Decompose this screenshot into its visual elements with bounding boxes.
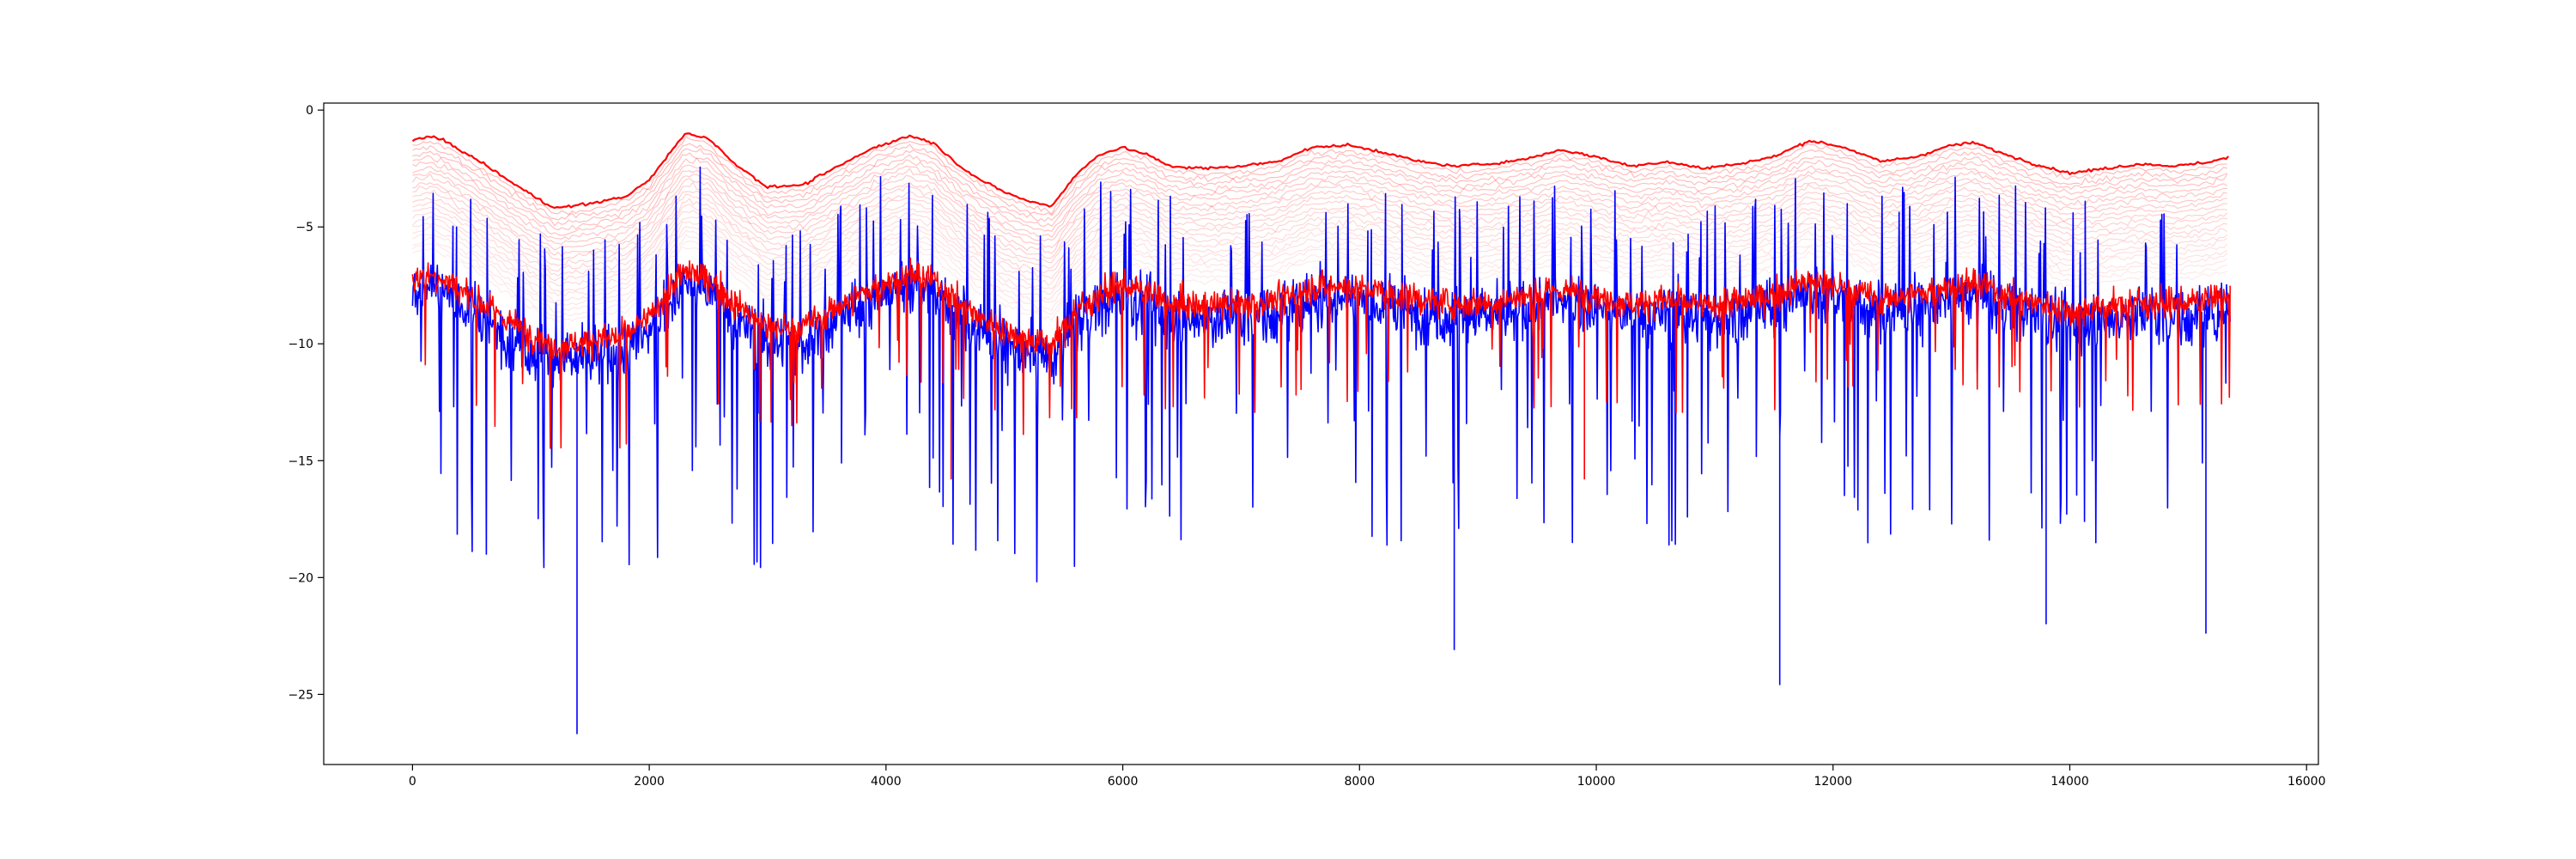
x-tick-label: 0 (409, 775, 416, 789)
y-tick-label: −15 (288, 454, 313, 468)
plot-frame (323, 102, 2319, 765)
y-tick-label: −5 (295, 221, 313, 235)
faded-band-line (412, 136, 2227, 216)
faded-band-line (412, 143, 2227, 221)
faded-band-line (411, 210, 2228, 287)
faded-band-line (412, 148, 2228, 227)
x-tick-label: 12000 (1814, 775, 1852, 789)
x-tick-label: 2000 (634, 775, 665, 789)
faded-band-line (412, 152, 2228, 231)
y-tick-label: −20 (288, 571, 313, 585)
axes: 0 2000 4000 6000 8000 10000 12000 14000 16000 0 −5… (288, 102, 2326, 789)
faded-band-line (412, 177, 2227, 258)
y-tick-label: −25 (288, 688, 313, 702)
faded-band-line (412, 168, 2227, 246)
faded-band-line (412, 221, 2228, 297)
faded-band-line (411, 173, 2227, 251)
faded-band-line (412, 203, 2228, 282)
x-tick-label: 4000 (871, 775, 902, 789)
x-tick-label: 8000 (1344, 775, 1375, 789)
series-blue-line (411, 166, 2231, 734)
x-tick-label: 16000 (2287, 775, 2326, 789)
faded-band-line (412, 164, 2227, 241)
faded-band-line (412, 225, 2228, 304)
faded-red-bands (411, 136, 2228, 323)
x-tick-label: 6000 (1108, 775, 1139, 789)
faded-band-line (412, 156, 2228, 236)
y-tick-label: −10 (288, 338, 313, 351)
series-upper-envelope-line (411, 132, 2230, 210)
y-tick-label: 0 (306, 104, 313, 118)
faded-band-line (411, 215, 2228, 293)
faded-band-line (412, 193, 2227, 272)
series-layer (411, 132, 2231, 734)
x-tick-label: 10000 (1577, 775, 1616, 789)
series-red-line (411, 257, 2231, 480)
faded-band-line (412, 180, 2227, 262)
faded-band-line (412, 189, 2228, 266)
x-tick-label: 14000 (2050, 775, 2089, 789)
faded-band-line (412, 197, 2227, 277)
